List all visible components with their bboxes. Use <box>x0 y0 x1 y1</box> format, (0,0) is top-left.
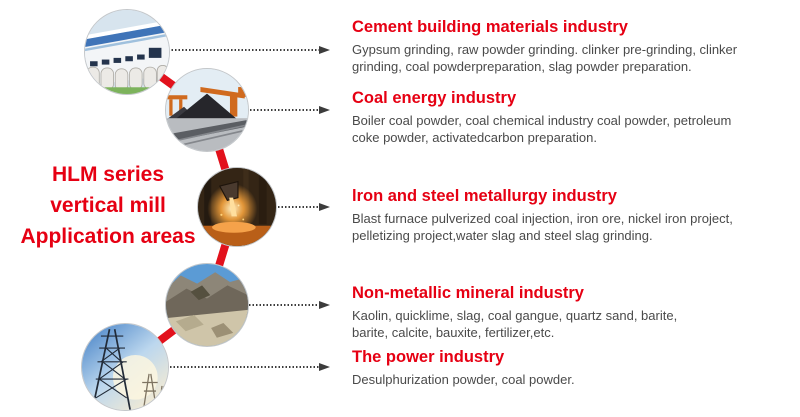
coal-yard-illustration <box>166 69 248 151</box>
steel-furnace-photo <box>197 167 277 247</box>
industry-title: lron and steel metallurgy industry <box>352 187 617 205</box>
industry-description-line: Kaolin, quicklime, slag, coal gangue, qu… <box>352 308 678 323</box>
industry-description-line: coke powder, activatedcarbon preparation… <box>352 129 597 145</box>
cement-plant-illustration <box>85 10 169 94</box>
arrow-dotted-line <box>278 206 319 208</box>
industry-description-line: Desulphurization powder, coal powder. <box>352 372 575 387</box>
steel-furnace-illustration <box>198 168 276 246</box>
power-towers-photo <box>81 323 169 411</box>
quarry-rock-illustration <box>166 264 248 346</box>
dashed-right-arrow-icon <box>278 202 330 212</box>
industry-description-line: grinding, coal powderpreparation, slag p… <box>352 58 692 74</box>
industry-description-line: Boiler coal powder, coal chemical indust… <box>352 113 732 128</box>
dashed-right-arrow-icon <box>249 300 330 310</box>
industry-section-steel: lron and steel metallurgy industry Blast… <box>352 186 792 244</box>
arrow-dotted-line <box>250 109 319 111</box>
cement-plant-photo <box>84 9 170 95</box>
arrow-head-icon <box>319 363 330 371</box>
industry-title: Coal energy industry <box>352 89 517 107</box>
page-title: HLM series vertical mill Application are… <box>0 159 216 252</box>
quarry-rock-photo <box>165 263 249 347</box>
arrow-head-icon <box>319 203 330 211</box>
industry-description-line: barite, calcite, bauxite, fertilizer,etc… <box>352 324 555 340</box>
page-title-line-2: vertical mill <box>50 194 166 217</box>
dashed-right-arrow-icon <box>170 362 330 372</box>
industry-section-cement: Cement building materials industry Gypsu… <box>352 17 792 75</box>
industry-section-minerals: Non-metallic mineral industry Kaolin, qu… <box>352 283 792 341</box>
arrow-dotted-line <box>168 49 319 51</box>
industry-description-line: pelletizing project,water slag and steel… <box>352 227 653 243</box>
power-towers-illustration <box>82 324 168 410</box>
industry-description-line: Blast furnace pulverized coal injection,… <box>352 211 733 226</box>
coal-yard-photo <box>165 68 249 152</box>
dashed-right-arrow-icon <box>250 105 330 115</box>
page-title-line-1: HLM series <box>51 163 165 186</box>
dashed-right-arrow-icon <box>168 45 330 55</box>
arrow-head-icon <box>319 106 330 114</box>
page-title-line-3: Application areas <box>20 225 196 248</box>
industry-description-line: Gypsum grinding, raw powder grinding. cl… <box>352 42 738 57</box>
arrow-dotted-line <box>249 304 319 306</box>
industry-title: Non-metallic mineral industry <box>352 284 584 302</box>
industry-title: Cement building materials industry <box>352 18 628 36</box>
arrow-head-icon <box>319 46 330 54</box>
industry-section-coal: Coal energy industry Boiler coal powder,… <box>352 88 792 146</box>
industry-title: The power industry <box>352 348 505 366</box>
industry-section-power: The power industry Desulphurization powd… <box>352 347 792 389</box>
arrow-dotted-line <box>170 366 319 368</box>
arrow-head-icon <box>319 301 330 309</box>
